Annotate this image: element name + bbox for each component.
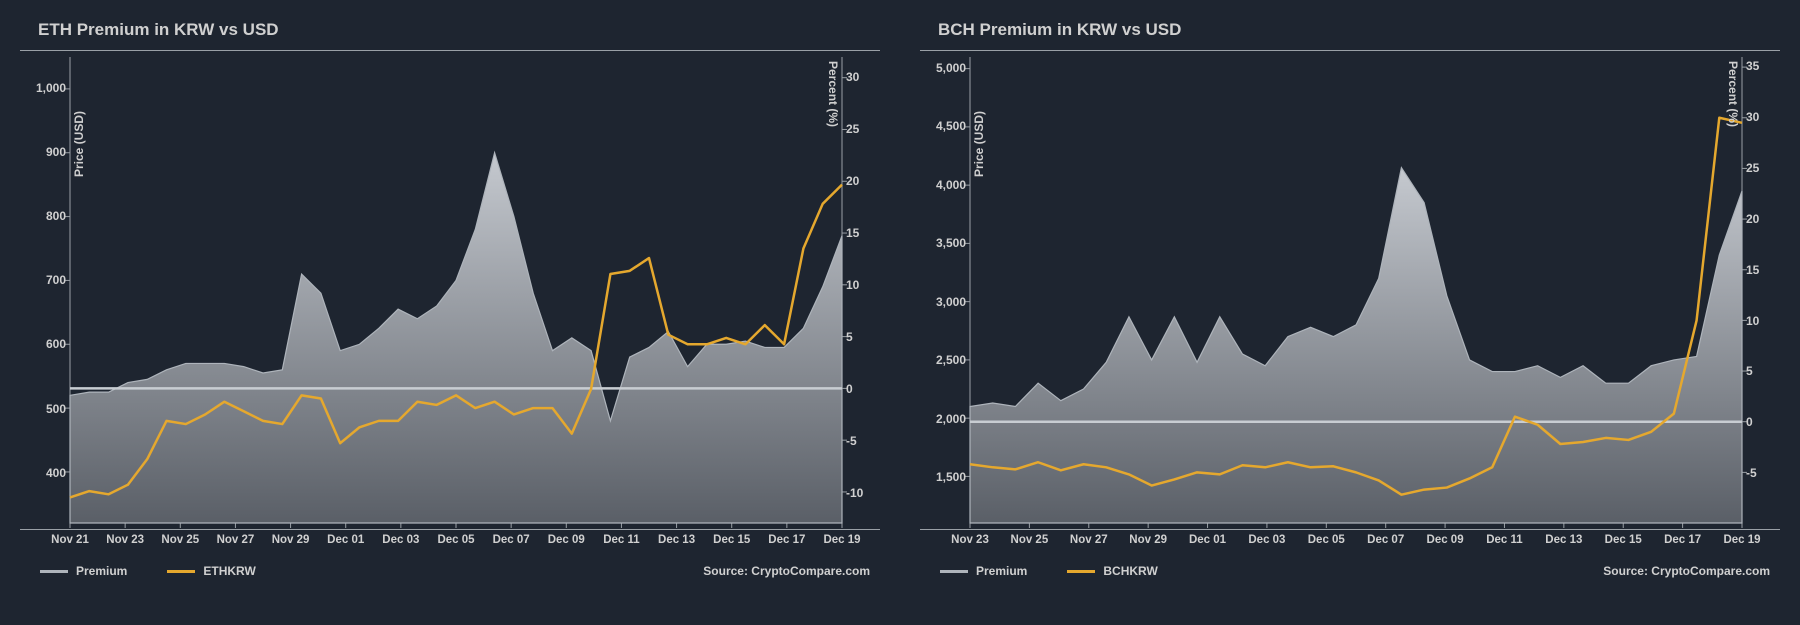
y-right-axis: -505101520253035 [1744, 51, 1780, 529]
chart-title: ETH Premium in KRW vs USD [38, 20, 880, 40]
chart-panel-bch: BCH Premium in KRW vs USD Price (USD) Pe… [900, 0, 1800, 625]
y-right-title: Percent (%) [826, 61, 840, 127]
chart-svg [920, 51, 1780, 529]
chart-panel-eth: ETH Premium in KRW vs USD Price (USD) Pe… [0, 0, 900, 625]
legend-label: Premium [976, 564, 1027, 578]
x-axis: Nov 23Nov 25Nov 27Nov 29Dec 01Dec 03Dec … [920, 534, 1780, 559]
y-right-axis: -10-5051015202530 [844, 51, 880, 529]
chart-footer: Premium ETHKRW Source: CryptoCompare.com [20, 564, 880, 578]
source-label: Source: CryptoCompare.com [1603, 564, 1770, 578]
x-axis: Nov 21Nov 23Nov 25Nov 27Nov 29Dec 01Dec … [20, 534, 880, 559]
y-left-axis: 1,5002,0002,5003,0003,5004,0004,5005,000 [920, 51, 968, 529]
legend-swatch [40, 570, 68, 573]
legend-item-premium: Premium [940, 564, 1027, 578]
plot-area-eth: Price (USD) Percent (%) 4005006007008009… [20, 50, 880, 530]
y-right-title: Percent (%) [1726, 61, 1740, 127]
y-left-title: Price (USD) [972, 111, 986, 177]
plot-area-bch: Price (USD) Percent (%) 1,5002,0002,5003… [920, 50, 1780, 530]
chart-footer: Premium BCHKRW Source: CryptoCompare.com [920, 564, 1780, 578]
legend-swatch [940, 570, 968, 573]
legend-item-ethkrw: ETHKRW [167, 564, 255, 578]
y-left-title: Price (USD) [72, 111, 86, 177]
legend-label: Premium [76, 564, 127, 578]
legend-item-premium: Premium [40, 564, 127, 578]
chart-svg [20, 51, 880, 529]
legend: Premium ETHKRW [40, 564, 256, 578]
legend-swatch [1067, 570, 1095, 573]
legend-label: ETHKRW [203, 564, 255, 578]
legend-item-bchkrw: BCHKRW [1067, 564, 1157, 578]
legend: Premium BCHKRW [940, 564, 1158, 578]
source-label: Source: CryptoCompare.com [703, 564, 870, 578]
chart-title: BCH Premium in KRW vs USD [938, 20, 1780, 40]
y-left-axis: 4005006007008009001,000 [20, 51, 68, 529]
legend-label: BCHKRW [1103, 564, 1157, 578]
legend-swatch [167, 570, 195, 573]
